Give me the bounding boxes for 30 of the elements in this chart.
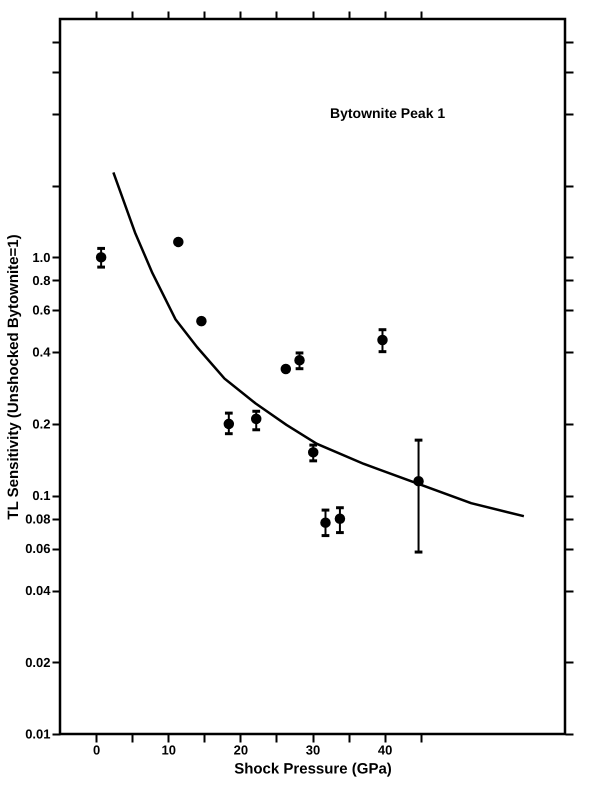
y-tick-label: 0.6 bbox=[32, 302, 50, 318]
point bbox=[294, 355, 305, 366]
y-tick-label: 0.2 bbox=[32, 416, 50, 432]
y-axis-title: TL Sensitivity (Unshocked Bytownite=1) bbox=[5, 234, 22, 520]
y-tick-label: 0.1 bbox=[32, 488, 50, 504]
y-tick-label: 0.01 bbox=[25, 726, 50, 742]
point bbox=[280, 364, 292, 374]
point bbox=[96, 252, 106, 263]
point bbox=[250, 414, 262, 424]
y-tick-label: 0.8 bbox=[32, 272, 50, 288]
point bbox=[196, 316, 207, 326]
point bbox=[224, 418, 234, 430]
y-tick-label: 1.0 bbox=[32, 250, 50, 265]
point bbox=[308, 447, 318, 458]
y-tick-label: 0.4 bbox=[32, 344, 52, 360]
x-tick-label: 30 bbox=[306, 742, 320, 758]
y-tick-label: 0.02 bbox=[25, 654, 50, 670]
y-tick-label: 0.04 bbox=[25, 583, 52, 598]
point bbox=[173, 236, 184, 248]
x-axis-title: Shock Pressure (GPa) bbox=[234, 760, 392, 778]
x-tick-label: 40 bbox=[378, 742, 392, 758]
y-tick-label: 0.08 bbox=[25, 511, 50, 526]
annotation: Bytownite Peak 1 bbox=[330, 105, 446, 121]
point bbox=[334, 514, 346, 524]
x-tick-label: 20 bbox=[234, 742, 248, 758]
y-tick-label: 0.06 bbox=[25, 541, 50, 556]
x-tick-label: 10 bbox=[161, 742, 176, 758]
x-tick-label: 0 bbox=[92, 742, 100, 758]
point bbox=[377, 334, 388, 346]
point bbox=[320, 517, 331, 528]
